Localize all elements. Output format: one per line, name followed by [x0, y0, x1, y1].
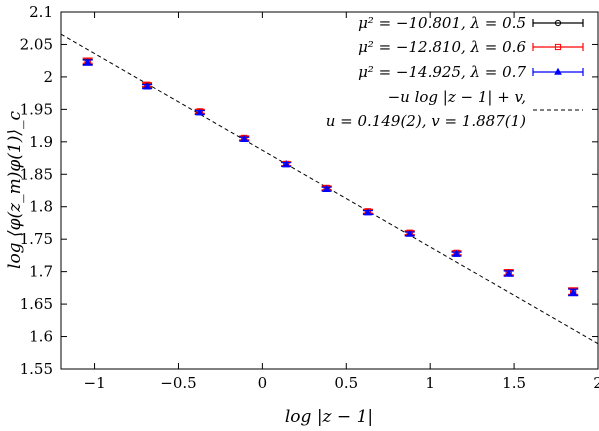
- marker-square: [554, 43, 562, 51]
- series-points: [82, 58, 579, 297]
- y-axis-title: log ⟨φ(z_m)φ(1)⟩_c: [5, 111, 25, 269]
- tick-labels: −1 −0.5 0 0.5 1 1.5 2 1.55 1.6 1.65 1.7 1.75 1.8 1.85…: [20, 3, 599, 392]
- y-tick-label: 1.8: [29, 198, 53, 216]
- legend-label: μ² = −12.810, λ = 0.6: [358, 38, 526, 56]
- marker-triangle: [554, 67, 562, 75]
- y-tick-label: 1.85: [20, 165, 53, 183]
- legend: μ² = −10.801, λ = 0.5 μ² = −12.810, λ = 0…: [326, 14, 584, 130]
- legend-fit-params: u = 0.149(2), v = 1.887(1): [326, 112, 526, 130]
- y-tick-label: 2.1: [29, 3, 53, 21]
- tick-marks: [61, 11, 599, 370]
- y-tick-label: 1.9: [29, 133, 53, 151]
- marker-triangle: [240, 134, 249, 143]
- y-tick-label: 1.65: [20, 295, 53, 313]
- x-tick-label: 0.5: [334, 374, 358, 392]
- marker-circle: [554, 19, 562, 27]
- marker-triangle: [322, 184, 331, 193]
- y-tick-label: 2.05: [20, 35, 53, 53]
- data-points: [82, 57, 579, 297]
- x-tick-label: 1: [425, 374, 435, 392]
- y-tick-label: 1.95: [20, 100, 53, 118]
- legend-label: μ² = −14.925, λ = 0.7: [358, 63, 526, 81]
- legend-label: μ² = −10.801, λ = 0.5: [358, 14, 526, 32]
- x-tick-label: 2: [593, 374, 599, 392]
- x-tick-label: −0.5: [160, 374, 196, 392]
- marker-triangle: [83, 58, 92, 66]
- marker-triangle: [504, 269, 513, 277]
- x-axis-title: log |z − 1|: [285, 407, 373, 427]
- y-tick-label: 1.55: [20, 360, 53, 378]
- y-tick-label: 1.6: [29, 328, 53, 346]
- marker-triangle: [195, 108, 204, 116]
- x-tick-label: 0: [258, 374, 268, 392]
- y-tick-label: 1.75: [20, 230, 53, 248]
- x-tick-label: 1.5: [502, 374, 526, 392]
- y-tick-label: 2: [43, 68, 53, 86]
- x-tick-label: −1: [84, 374, 106, 392]
- legend-fit-label: −u log |z − 1| + v,: [388, 88, 526, 106]
- plot-frame: [60, 11, 599, 370]
- marker-triangle: [282, 160, 291, 168]
- marker-triangle: [364, 208, 372, 216]
- marker-triangle: [452, 249, 461, 257]
- y-tick-label: 1.7: [29, 263, 53, 281]
- marker-triangle: [143, 82, 151, 90]
- marker-triangle: [405, 229, 414, 237]
- marker-triangle: [569, 288, 578, 296]
